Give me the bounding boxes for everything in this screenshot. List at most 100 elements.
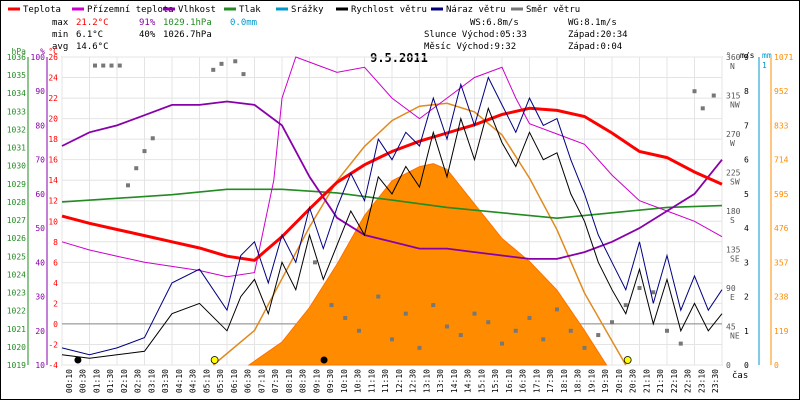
direction-tick-label: 45	[726, 323, 736, 332]
wind-direction-point	[357, 328, 361, 333]
wind-direction-point	[555, 307, 559, 312]
wind-speed-tick-label: 7	[744, 121, 749, 130]
humidity-tick-label: 50	[35, 224, 45, 233]
legend: Teplota Přízemní teplota Vlhkost Tlak Srážky…	[8, 5, 580, 15]
hpa-tick-label: 1034	[7, 89, 26, 98]
radiation-tick-label: 595	[774, 190, 789, 199]
time-tick-label: 02:10	[120, 369, 129, 393]
radiation-tick-label: 119	[774, 327, 789, 336]
pressure-line	[61, 188, 723, 220]
radiation-tick-label: 476	[774, 224, 789, 233]
temperature-tick-label: 22	[48, 94, 58, 103]
time-tick-label: 01:30	[106, 369, 115, 393]
hpa-tick-label: 1029	[7, 180, 26, 189]
stat-min-label: min	[52, 30, 68, 40]
wind-gust-info: WG:8.1m/s	[568, 18, 617, 28]
axis-unit-label: °	[726, 51, 731, 60]
hpa-tick-label: 1028	[7, 198, 26, 207]
direction-tick-label: 0	[726, 361, 731, 370]
direction-cardinal-label: N	[730, 62, 735, 71]
axis-unit-label: m/s	[740, 51, 755, 60]
humidity-tick-label: 100	[31, 53, 46, 62]
temperature-tick-label: 26	[48, 53, 58, 62]
temperature-tick-label: 10	[48, 217, 58, 226]
stat-max-temp: 21.2°C	[76, 18, 109, 28]
temperature-tick-label: -2	[48, 340, 58, 349]
time-tick-label: 13:30	[436, 369, 445, 393]
time-tick-label: 08:10	[285, 369, 294, 393]
time-tick-label: 22:10	[670, 369, 679, 393]
wind-speed-line	[61, 106, 723, 359]
hpa-tick-label: 1032	[7, 125, 26, 134]
stat-min-hum: 40%	[139, 30, 156, 40]
time-tick-label: 18:10	[560, 369, 569, 393]
wind-direction-point	[376, 294, 381, 299]
time-tick-label: 02:30	[134, 369, 143, 393]
moon-set-info: Západ:0:04	[568, 42, 622, 52]
temperature-tick-label: 4	[53, 279, 58, 288]
wind-direction-point	[541, 337, 546, 342]
sunset-marker	[623, 356, 632, 364]
radiation-tick-label: 357	[774, 258, 789, 267]
time-tick-label: 23:30	[711, 369, 720, 393]
wind-speed-tick-label: 0	[744, 361, 749, 370]
humidity-line	[61, 100, 723, 260]
humidity-tick-label: 60	[35, 190, 45, 199]
legend-label: Rychlost větru	[351, 5, 427, 15]
stat-min-temp: 6.1°C	[76, 30, 103, 40]
wind-direction-point	[513, 328, 518, 333]
moon-rise-info: Měsíc Východ:9:32	[424, 42, 516, 52]
wind-speed-tick-label: 3	[744, 258, 749, 267]
wind-speed-tick-label: 5	[744, 190, 749, 199]
temperature-tick-label: 2	[53, 299, 58, 308]
sun-set-info: Západ:20:34	[568, 30, 628, 40]
temperature-tick-label: 6	[53, 258, 58, 267]
wind-direction-point	[219, 61, 224, 66]
legend-item: Náraz větru	[431, 5, 506, 15]
time-tick-label: 18:30	[574, 369, 583, 393]
time-tick-label: 19:30	[601, 369, 610, 393]
wind-direction-point	[700, 106, 705, 111]
legend-label: Směr větru	[526, 5, 580, 15]
time-tick-label: 11:10	[367, 369, 376, 393]
wind-direction-point	[637, 286, 642, 290]
wind-direction-point	[329, 303, 334, 308]
wind-direction-point	[651, 290, 656, 295]
legend-label: Vlhkost	[178, 5, 216, 15]
time-tick-label: 00:30	[79, 369, 88, 393]
legend-item: Přízemní teplota	[72, 5, 174, 15]
time-tick-label: 12:30	[409, 369, 418, 393]
radiation-tick-label: 0	[774, 361, 779, 370]
wind-direction-point	[93, 63, 97, 68]
direction-tick-label: 90	[726, 284, 736, 293]
humidity-tick-label: 20	[35, 327, 45, 336]
time-tick-label: 23:10	[697, 369, 706, 393]
wind-direction-point	[692, 89, 697, 94]
hpa-tick-label: 1024	[7, 270, 26, 279]
wind-direction-point	[458, 333, 463, 338]
direction-cardinal-label: NE	[730, 332, 740, 341]
time-tick-label: 09:10	[312, 369, 321, 393]
time-tick-label: 08:30	[299, 369, 308, 393]
legend-label: Přízemní teplota	[87, 5, 174, 15]
legend-item: Rychlost větru	[336, 5, 427, 15]
wind-speed-tick-label: 9	[744, 53, 749, 62]
time-tick-label: 14:30	[464, 369, 473, 393]
temperature-tick-label: -4	[48, 361, 58, 370]
wind-sun-info: WS:6.8m/s WG:8.1m/s Slunce Východ:05:33 …	[424, 18, 628, 52]
sunrise-marker	[210, 356, 219, 364]
wind-direction-point	[150, 136, 155, 141]
legend-item: Teplota	[8, 5, 61, 15]
hpa-tick-label: 1022	[7, 307, 26, 316]
legend-label: Náraz větru	[446, 5, 506, 15]
time-tick-label: 19:10	[587, 369, 596, 393]
wind-direction-point	[417, 345, 422, 350]
wind-direction-point	[568, 328, 573, 333]
wind-direction-point	[241, 72, 246, 77]
wind-speed-tick-label: 6	[744, 156, 749, 165]
moonrise-marker	[320, 356, 328, 364]
time-tick-label: 01:10	[92, 369, 101, 393]
moonset-marker	[74, 356, 82, 364]
hpa-tick-label: 1019	[7, 361, 26, 370]
